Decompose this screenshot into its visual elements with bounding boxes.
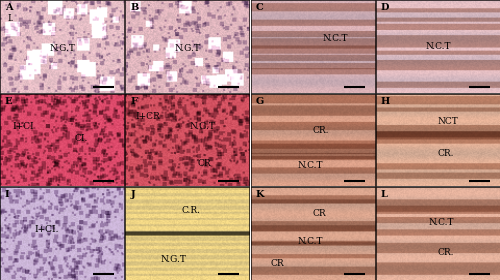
Text: K: K bbox=[256, 190, 264, 199]
Text: G: G bbox=[256, 97, 264, 106]
Text: I+CI.: I+CI. bbox=[34, 225, 59, 234]
Text: N.G.T: N.G.T bbox=[50, 44, 76, 53]
Text: CI.: CI. bbox=[74, 134, 88, 143]
Text: D: D bbox=[381, 3, 390, 12]
Text: N.C.T: N.C.T bbox=[298, 237, 324, 246]
Text: CR.: CR. bbox=[438, 150, 454, 158]
Text: N.G.T: N.G.T bbox=[190, 122, 216, 130]
Text: CR: CR bbox=[270, 259, 284, 268]
Text: NCT: NCT bbox=[438, 117, 458, 126]
Text: CR.: CR. bbox=[438, 248, 454, 257]
Text: I+CR: I+CR bbox=[135, 112, 160, 121]
Text: C.R.: C.R. bbox=[181, 206, 200, 215]
Text: C: C bbox=[256, 3, 264, 12]
Text: N.C.T: N.C.T bbox=[298, 162, 324, 171]
Text: CR: CR bbox=[312, 209, 326, 218]
Text: J: J bbox=[130, 190, 135, 199]
Text: CR: CR bbox=[198, 159, 211, 168]
Text: E: E bbox=[5, 97, 12, 106]
Text: CR.: CR. bbox=[312, 126, 329, 135]
Text: N.C.T: N.C.T bbox=[322, 34, 348, 43]
Text: L: L bbox=[381, 190, 388, 199]
Text: I: I bbox=[5, 190, 10, 199]
Text: H: H bbox=[381, 97, 390, 106]
Text: I+CI: I+CI bbox=[12, 122, 34, 130]
Text: N.G.T: N.G.T bbox=[160, 255, 186, 264]
Text: N.C.T: N.C.T bbox=[428, 218, 454, 227]
Text: N.C.T: N.C.T bbox=[426, 42, 451, 51]
Text: I.: I. bbox=[8, 14, 14, 23]
Text: F: F bbox=[130, 97, 138, 106]
Text: N.G.T: N.G.T bbox=[175, 44, 201, 53]
Text: A: A bbox=[5, 3, 12, 12]
Text: B: B bbox=[130, 3, 138, 12]
